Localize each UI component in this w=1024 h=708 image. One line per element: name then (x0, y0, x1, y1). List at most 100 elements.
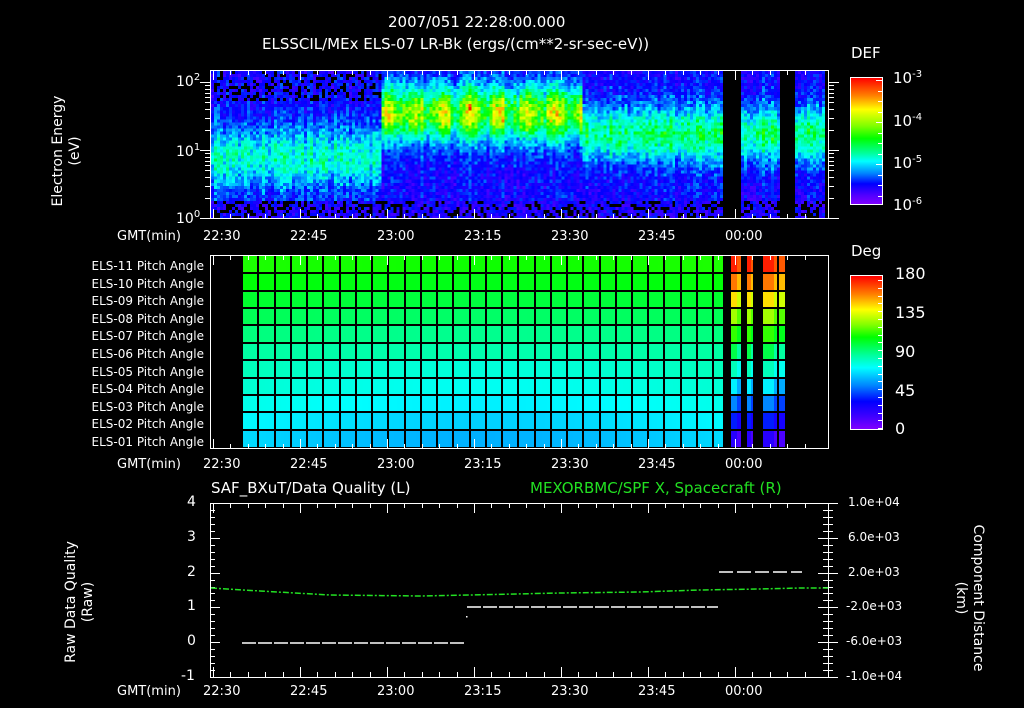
x-tick (422, 214, 423, 219)
time-tick-label: 23:15 (464, 684, 502, 699)
colorbar-tick (878, 280, 882, 281)
colorbar-tick (878, 91, 882, 92)
colorbar-tick (878, 413, 882, 414)
x-tick (283, 255, 284, 260)
x-tick (752, 214, 753, 219)
x-tick (683, 70, 684, 75)
x-tick (544, 255, 545, 260)
x-tick (665, 444, 666, 449)
x-tick (683, 444, 684, 449)
x-tick (422, 70, 423, 75)
pitch-angle-row-label: ELS-05 Pitch Angle (91, 364, 204, 379)
x-tick (230, 214, 231, 219)
deg-tick-90: 90 (895, 342, 916, 361)
x-tick (787, 214, 788, 219)
x-tick (317, 214, 318, 219)
x-tick (596, 70, 597, 75)
x-tick (300, 439, 301, 449)
pitch-angle-row-label: ELS-02 Pitch Angle (91, 417, 204, 432)
x-tick (370, 70, 371, 75)
x-tick (631, 255, 632, 260)
y-tick (205, 102, 210, 103)
y-tick (829, 165, 834, 166)
energy-spectrogram (211, 71, 828, 218)
y-tick (205, 89, 210, 90)
x-tick (283, 70, 284, 75)
plot-timestamp: 2007/051 22:28:00.000 (388, 13, 566, 31)
x-tick (352, 255, 353, 260)
y-tick (205, 85, 210, 86)
x-tick (683, 255, 684, 260)
colorbar-tick (876, 122, 882, 123)
x-tick (387, 439, 388, 449)
x-tick (700, 444, 701, 449)
x-tick (439, 214, 440, 219)
x-tick (718, 255, 719, 260)
x-tick (683, 214, 684, 219)
distance-tick-label: -2.0e+03 (846, 599, 903, 614)
spacecraft-x-series (210, 587, 828, 597)
energy-tick-1e0: 100 (176, 209, 201, 227)
colorbar-tick (878, 389, 882, 390)
x-tick (648, 70, 649, 80)
y-tick (829, 218, 839, 219)
colorbar-tick (878, 397, 882, 398)
colorbar-tick (878, 342, 882, 343)
x-tick (474, 209, 475, 219)
y-tick (205, 109, 210, 110)
time-tick-label: 23:00 (377, 229, 415, 244)
def-tick-1e-4: 10-4 (893, 112, 923, 130)
y-tick (829, 153, 834, 154)
def-tick-1e-3: 10-3 (893, 69, 923, 87)
time-tick-label: 00:00 (725, 684, 763, 699)
x-tick (613, 255, 614, 260)
pitch-angle-row-label: ELS-08 Pitch Angle (91, 311, 204, 326)
colorbar-tick (878, 154, 882, 155)
x-tick (283, 444, 284, 449)
time-tick-label: 23:30 (551, 457, 589, 472)
x-tick (718, 70, 719, 75)
x-tick (526, 70, 527, 75)
x-tick (613, 444, 614, 449)
x-tick (526, 255, 527, 260)
x-tick (805, 214, 806, 219)
x-tick (787, 70, 788, 75)
x-tick (491, 70, 492, 75)
x-tick (213, 209, 214, 219)
x-tick (457, 255, 458, 260)
colorbar-tick (878, 405, 882, 406)
x-tick (352, 444, 353, 449)
y-tick (205, 153, 210, 154)
colorbar-tick (878, 296, 882, 297)
x-tick (404, 444, 405, 449)
time-axis-label-3: GMT(min) (117, 684, 181, 699)
x-tick (787, 255, 788, 260)
x-tick (770, 255, 771, 260)
time-tick-label: 23:15 (464, 229, 502, 244)
left-series-title: SAF_BXuT/Data Quality (L) (211, 479, 411, 497)
colorbar-tick (878, 420, 882, 421)
x-tick (300, 70, 301, 80)
x-tick (596, 214, 597, 219)
x-tick (387, 255, 388, 265)
pitch-angle-frame (210, 255, 829, 449)
x-tick (300, 209, 301, 219)
colorbar-tick (878, 428, 882, 429)
y-tick (200, 218, 210, 219)
y-tick (205, 186, 210, 187)
deg-colorbar (850, 275, 883, 430)
right-series-title: MEXORBMC/SPF X, Spacecraft (R) (530, 479, 782, 497)
colorbar-tick (878, 185, 882, 186)
y-tick (829, 89, 834, 90)
quality-tick-label: 0 (187, 633, 196, 650)
x-tick (578, 70, 579, 75)
x-tick (805, 70, 806, 75)
colorbar-tick (876, 164, 882, 165)
quality-tick-label: -1 (181, 668, 195, 684)
y-tick (829, 150, 839, 151)
x-tick (509, 255, 510, 260)
deg-tick-135: 135 (895, 303, 926, 322)
y-tick (829, 93, 834, 94)
x-tick (335, 444, 336, 449)
x-tick (352, 214, 353, 219)
